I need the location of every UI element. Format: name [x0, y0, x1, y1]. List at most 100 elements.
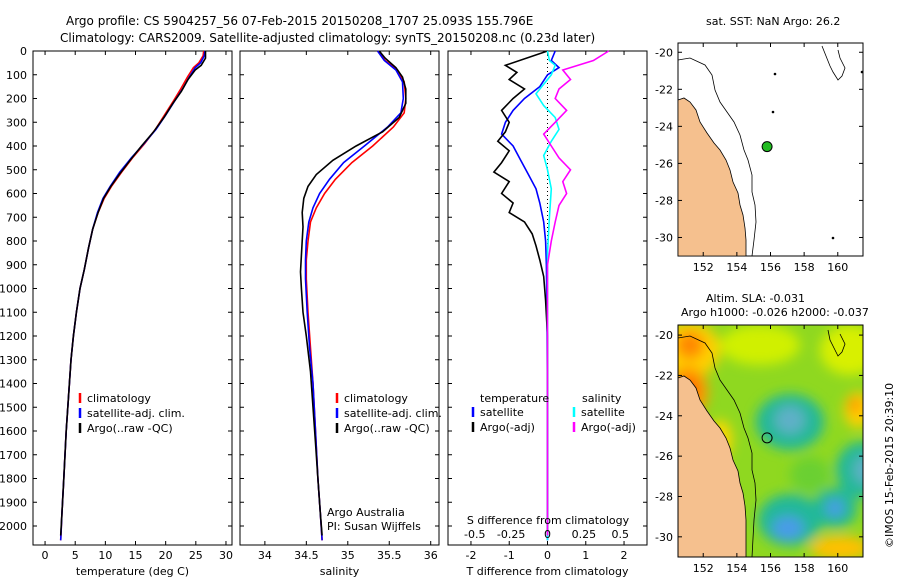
y-tick-label: 1100 — [0, 306, 27, 319]
y-tick-label: 500 — [6, 164, 27, 177]
sst-map-land — [677, 97, 747, 257]
y-tick-label: 1600 — [0, 425, 27, 438]
s-difference-tick-label: -0.25 — [497, 528, 525, 541]
x-tick-label: 30 — [219, 549, 233, 562]
y-tick-label: 100 — [6, 69, 27, 82]
legend-label: satellite — [480, 406, 524, 419]
sst-map-island — [771, 110, 775, 114]
series-temperature-argo-adj — [492, 50, 549, 536]
y-tick-label: 800 — [6, 235, 27, 248]
sla-anomaly — [826, 499, 844, 517]
salinity-panel: 34 34.5 35 35.5 36 salinity climatology satelli… — [239, 50, 442, 578]
sla-heatmap — [678, 325, 863, 557]
series-argo-raw-qc — [59, 51, 207, 536]
y-tick-label: 1500 — [0, 401, 27, 414]
map-x-tick-label: 160 — [827, 562, 848, 575]
x-axis-label: salinity — [320, 565, 360, 578]
y-tick-label: 1700 — [0, 449, 27, 462]
sla-map-reef-contour — [827, 329, 846, 357]
x-tick-label: 0 — [544, 549, 551, 562]
plot-frame — [32, 50, 233, 546]
y-tick-label: 1000 — [0, 283, 27, 296]
legend-label: satellite-adj. clim. — [87, 407, 185, 420]
y-tick-label: 1300 — [0, 354, 27, 367]
y-tick-label: 200 — [6, 93, 27, 106]
legend-title-salinity: salinity — [582, 392, 622, 405]
legend-label: climatology — [344, 392, 408, 405]
sst-map-reef-contour — [821, 45, 846, 81]
x-axis-label: temperature (deg C) — [76, 565, 189, 578]
map-y-tick-label: -22 — [655, 83, 673, 96]
legend-title-temperature: temperature — [480, 392, 549, 405]
figure-title-line2: Climatology: CARS2009. Satellite-adjuste… — [60, 31, 595, 45]
x-tick-label: 36 — [424, 549, 438, 562]
sla-map-panel: Altim. SLA: -0.031 Argo h1000: -0.026 h2… — [655, 292, 869, 575]
y-tick-label: 300 — [6, 116, 27, 129]
sla-anomaly — [790, 457, 830, 493]
s-difference-tick-label: 0 — [544, 528, 551, 541]
y-tick-label: 700 — [6, 211, 27, 224]
x-tick-label: 2 — [621, 549, 628, 562]
legend-label: Argo(-adj) — [581, 421, 636, 434]
s-difference-tick-label: 0.25 — [572, 528, 597, 541]
x-tick-label: 35.5 — [377, 549, 402, 562]
series-satellite-adj-clim — [304, 50, 405, 541]
sla-anomaly — [775, 406, 805, 434]
y-tick-label: 1900 — [0, 496, 27, 509]
sla-anomalies — [678, 325, 863, 557]
map-x-tick-label: 154 — [726, 562, 747, 575]
argo-float-marker — [761, 141, 773, 153]
legend-label: Argo(..raw -QC) — [344, 422, 430, 435]
s-difference-tick-label: 0.5 — [611, 528, 629, 541]
imos-credit: ©IMOS 15-Feb-2015 20:39:10 — [883, 383, 896, 548]
sla-map-subtitle: Argo h1000: -0.026 h2000: -0.037 — [681, 306, 869, 319]
y-tick-label: 600 — [6, 188, 27, 201]
x-tick-label: 5 — [72, 549, 79, 562]
map-y-tick-label: -30 — [655, 531, 673, 544]
x-axis-label: T difference from climatology — [466, 565, 629, 578]
sla-anomaly — [720, 325, 800, 365]
map-y-tick-label: -22 — [655, 369, 673, 382]
map-x-tick-label: 158 — [794, 562, 815, 575]
map-y-tick-label: -26 — [655, 450, 673, 463]
sst-map-title: sat. SST: NaN Argo: 26.2 — [706, 15, 840, 28]
sst-map-panel: sat. SST: NaN Argo: 26.2 152 154 156 158 160… — [655, 15, 864, 274]
sst-map-island — [860, 70, 864, 74]
sla-anomaly — [836, 442, 863, 498]
legend-label: satellite-adj. clim. — [344, 407, 442, 420]
sst-map-axes: 152 154 156 158 160 -20 -22 -24 -26 -28 -30 — [655, 43, 863, 274]
sla-map-title: Altim. SLA: -0.031 — [706, 292, 805, 305]
sla-map-coast-contour — [678, 335, 757, 557]
sla-anomaly — [772, 516, 804, 540]
x-tick-label: 34.5 — [294, 549, 319, 562]
map-x-tick-label: 156 — [760, 562, 781, 575]
figure-title-line1: Argo profile: CS 5904257_56 07-Feb-2015 … — [66, 14, 533, 28]
x-tick-label: 10 — [98, 549, 112, 562]
x-tick-label: 35 — [341, 549, 355, 562]
map-y-tick-label: -24 — [655, 410, 673, 423]
s-difference-tick-label: -0.5 — [464, 528, 485, 541]
legend-label: satellite — [581, 406, 625, 419]
x-tick-label: 15 — [129, 549, 143, 562]
y-tick-label: 2000 — [0, 520, 27, 533]
x-tick-label: 0 — [42, 549, 49, 562]
sla-map-axes: 152 154 156 158 160 -20 -22 -24 -26 -28 -30 — [655, 325, 863, 575]
y-tick-label: 0 — [20, 45, 27, 58]
legend-label: climatology — [87, 392, 151, 405]
y-tick-label: 1400 — [0, 378, 27, 391]
salinity-annotation: Argo Australia — [327, 506, 405, 519]
sla-map-land — [678, 375, 747, 557]
x-tick-label: 34 — [258, 549, 272, 562]
legend-label: Argo(..raw -QC) — [87, 422, 173, 435]
x-tick-label: 25 — [189, 549, 203, 562]
y-tick-label: 400 — [6, 140, 27, 153]
map-x-tick-label: 154 — [726, 261, 747, 274]
sla-anomaly — [810, 536, 863, 557]
sla-anomaly — [849, 397, 861, 413]
x-tick-label: 20 — [159, 549, 173, 562]
y-tick-label: 1800 — [0, 473, 27, 486]
argo-float-marker-sla — [761, 432, 773, 444]
map-y-tick-label: -28 — [655, 194, 673, 207]
series-salinity-argo-adj — [542, 50, 610, 536]
x-tick-label: 1 — [582, 549, 589, 562]
